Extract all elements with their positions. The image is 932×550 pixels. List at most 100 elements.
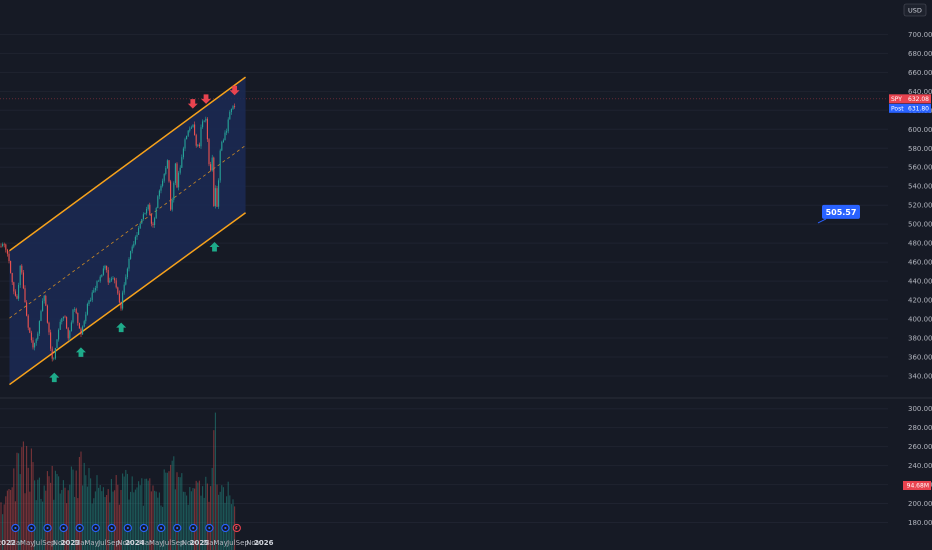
buy-arrow-icon [49,372,60,383]
volume-bar [141,478,143,550]
month-tick-label: Mar [139,539,152,547]
candle-body [146,209,148,214]
volume-bar [120,489,122,550]
price-tick-label: 440.00 [908,278,932,286]
candle-body [226,131,228,133]
channel-upper-line[interactable] [9,76,247,252]
candle-body [125,277,127,285]
volume-bar [165,472,167,550]
volume-bar [210,486,212,550]
candle-body [58,329,60,340]
price-tick-label: 560.00 [908,164,932,172]
candle-body [82,326,84,335]
currency-button[interactable]: USD [903,3,927,17]
dividend-marker-dot [142,526,145,530]
month-tick-label: Mar [74,539,87,547]
channel-mid-line[interactable] [9,145,246,319]
volume-bar [226,496,228,550]
volume-bar [134,489,136,550]
volume-bar [203,497,205,550]
candle-body [174,163,176,183]
volume-bar [182,491,184,550]
candle-body [197,144,199,146]
candle-body [72,309,74,323]
volume-bar [131,476,133,550]
volume-bar [11,487,13,550]
volume-bar [155,491,157,550]
candle-body [29,327,31,333]
candle-body [203,120,205,122]
dividend-marker-dot [192,526,195,530]
candle-body [163,173,165,181]
month-tick-label: Jul [162,539,172,547]
volume-bar [170,464,172,550]
candle-body [115,280,117,288]
volume-bar [30,448,32,550]
candle-body [51,348,53,359]
channel-lower-line[interactable] [9,212,247,386]
dividend-marker-dot [126,526,129,530]
sell-arrow-icon [187,99,198,109]
candle-body [206,118,208,140]
volume-bar [126,473,128,550]
candle-body [216,188,218,207]
candle-body [157,196,159,209]
volume-bar [62,480,64,550]
volume-bar [74,496,76,550]
candle-body [227,119,229,132]
volume-bar [64,487,66,550]
candle-body [234,106,236,108]
candle-body [152,223,154,226]
candle-body [80,328,82,335]
candle-body [120,302,122,309]
volume-bar [144,478,146,550]
candle-body [155,208,157,219]
candle-body [213,157,215,207]
volume-bar [197,482,199,550]
volume-bar [5,496,7,550]
callout-badge[interactable]: 505.57 [817,204,860,224]
event-markers[interactable] [11,523,241,533]
volume-bar [101,491,103,550]
month-tick-label: May [20,539,34,547]
time-axis[interactable]: 2022MarMayJulSepNov2023MarMayJulSepNov20… [0,539,274,547]
candle-body [10,261,12,273]
month-tick-label: Mar [203,539,216,547]
volume-bar [186,495,188,550]
candle-body [173,182,175,200]
candle-body [134,236,136,244]
volume-bar [69,484,71,550]
candle-body [118,293,120,303]
candle-body [208,139,210,165]
volume-bar [118,504,120,550]
month-tick-label: Nov [182,539,196,547]
candle-body [149,204,151,215]
price-tick-label: 640.00 [908,88,932,96]
candle-body [42,300,44,312]
buy-arrow-icon [116,322,127,333]
volume-tag [903,481,931,490]
month-tick-label: Sep [107,539,121,547]
candle-body [136,234,138,237]
volume-bar [168,471,170,550]
signal-arrows [49,85,240,383]
candle-body [210,164,212,171]
volume-bar [184,491,186,550]
volume-bar [230,504,232,550]
regression-channel[interactable] [9,76,247,386]
dividend-marker-dot [208,526,211,530]
candle-body [61,318,63,322]
candle-body [94,288,96,291]
volume-bar [85,475,87,550]
price-tick-label: 700.00 [908,31,932,39]
candle-body [40,311,42,322]
dividend-marker-dot [160,526,163,530]
candle-body [78,323,80,329]
volume-bar [114,490,116,550]
candle-body [62,316,64,319]
candle-body [214,188,216,207]
volume-bar [107,489,109,550]
volume-bar [176,472,178,550]
candle-body [34,342,36,348]
